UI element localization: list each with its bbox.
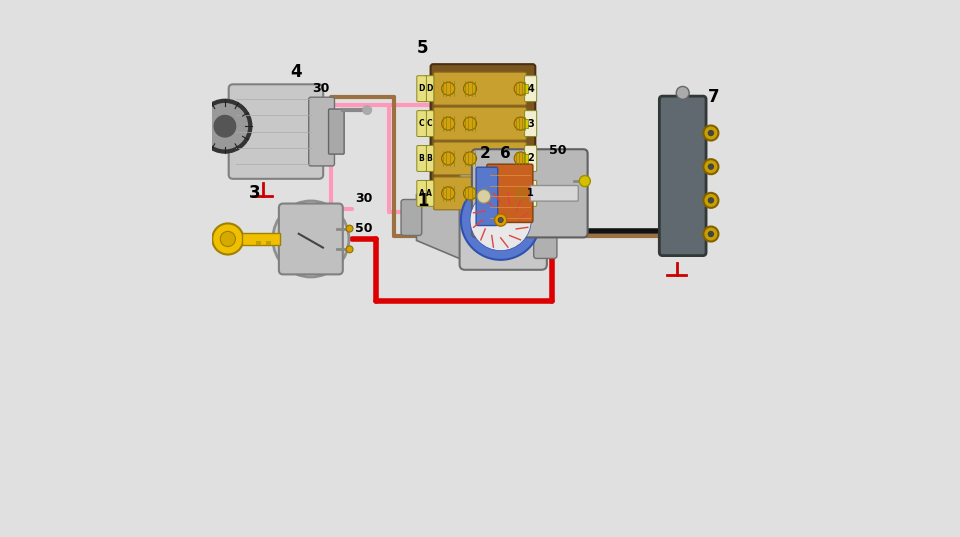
FancyBboxPatch shape [534, 177, 557, 258]
Circle shape [198, 99, 252, 153]
FancyBboxPatch shape [417, 111, 426, 136]
Circle shape [464, 187, 476, 200]
Text: 1: 1 [417, 192, 428, 211]
Circle shape [212, 223, 244, 255]
Circle shape [273, 201, 348, 277]
Text: 1: 1 [527, 188, 534, 198]
Text: 3: 3 [249, 184, 260, 202]
Circle shape [464, 82, 476, 95]
Circle shape [347, 246, 353, 253]
Circle shape [442, 152, 455, 165]
Circle shape [704, 193, 718, 208]
Circle shape [442, 117, 455, 130]
FancyBboxPatch shape [279, 204, 343, 274]
Circle shape [464, 117, 476, 130]
FancyBboxPatch shape [524, 180, 537, 206]
Text: D: D [419, 84, 424, 93]
Text: 2: 2 [527, 154, 534, 163]
Circle shape [479, 216, 488, 225]
FancyBboxPatch shape [431, 64, 536, 220]
FancyBboxPatch shape [524, 76, 537, 101]
Polygon shape [417, 174, 465, 261]
FancyBboxPatch shape [524, 119, 528, 128]
Circle shape [464, 152, 476, 165]
FancyBboxPatch shape [266, 241, 271, 245]
Circle shape [477, 190, 491, 203]
Circle shape [704, 126, 718, 141]
FancyBboxPatch shape [228, 84, 324, 179]
FancyBboxPatch shape [434, 107, 526, 140]
FancyBboxPatch shape [524, 146, 537, 171]
Circle shape [515, 117, 527, 130]
FancyBboxPatch shape [487, 164, 533, 222]
Circle shape [708, 231, 714, 237]
FancyBboxPatch shape [401, 200, 421, 235]
FancyBboxPatch shape [660, 96, 706, 256]
FancyBboxPatch shape [462, 208, 504, 233]
Text: 50: 50 [355, 222, 372, 235]
Circle shape [676, 86, 689, 99]
FancyBboxPatch shape [524, 111, 537, 136]
Text: B: B [419, 154, 424, 163]
FancyBboxPatch shape [434, 72, 526, 105]
FancyBboxPatch shape [417, 146, 426, 171]
Text: 5: 5 [417, 39, 428, 57]
FancyBboxPatch shape [417, 76, 426, 101]
Circle shape [515, 187, 527, 200]
Circle shape [708, 197, 714, 204]
Text: C: C [426, 119, 432, 128]
FancyBboxPatch shape [309, 97, 334, 166]
FancyBboxPatch shape [530, 185, 578, 201]
Circle shape [363, 106, 372, 114]
Text: A: A [419, 189, 424, 198]
Text: 4: 4 [527, 84, 534, 93]
Text: 4: 4 [291, 63, 302, 82]
Text: 2: 2 [480, 146, 491, 161]
FancyBboxPatch shape [476, 167, 497, 226]
Circle shape [442, 82, 455, 95]
FancyBboxPatch shape [328, 109, 344, 154]
Text: 30: 30 [312, 82, 329, 95]
FancyBboxPatch shape [424, 76, 434, 101]
FancyBboxPatch shape [524, 154, 528, 163]
FancyBboxPatch shape [417, 180, 426, 206]
Circle shape [515, 152, 527, 165]
Text: 30: 30 [355, 192, 372, 205]
Circle shape [708, 163, 714, 170]
FancyBboxPatch shape [424, 146, 434, 171]
FancyBboxPatch shape [472, 149, 588, 237]
Text: 7: 7 [708, 88, 719, 106]
Circle shape [704, 159, 718, 174]
FancyBboxPatch shape [255, 241, 261, 245]
FancyBboxPatch shape [524, 189, 528, 198]
Text: C: C [419, 119, 424, 128]
Circle shape [515, 82, 527, 95]
FancyBboxPatch shape [524, 84, 528, 93]
Text: 6: 6 [500, 146, 511, 161]
Text: D: D [426, 84, 432, 93]
FancyBboxPatch shape [424, 111, 434, 136]
Circle shape [708, 130, 714, 136]
Circle shape [470, 190, 531, 251]
FancyBboxPatch shape [434, 142, 526, 175]
Text: A: A [426, 189, 432, 198]
Polygon shape [242, 233, 279, 245]
Text: B: B [426, 154, 432, 163]
Circle shape [214, 115, 235, 137]
Circle shape [220, 231, 235, 246]
Circle shape [498, 217, 503, 222]
Circle shape [347, 225, 353, 232]
FancyBboxPatch shape [424, 180, 434, 206]
Text: 50: 50 [548, 144, 566, 157]
Circle shape [579, 176, 590, 186]
Text: 3: 3 [527, 119, 534, 128]
Circle shape [203, 104, 248, 149]
Circle shape [461, 180, 540, 260]
FancyBboxPatch shape [434, 177, 526, 210]
Circle shape [442, 187, 455, 200]
Circle shape [704, 227, 718, 242]
Circle shape [494, 214, 507, 226]
FancyBboxPatch shape [460, 165, 547, 270]
